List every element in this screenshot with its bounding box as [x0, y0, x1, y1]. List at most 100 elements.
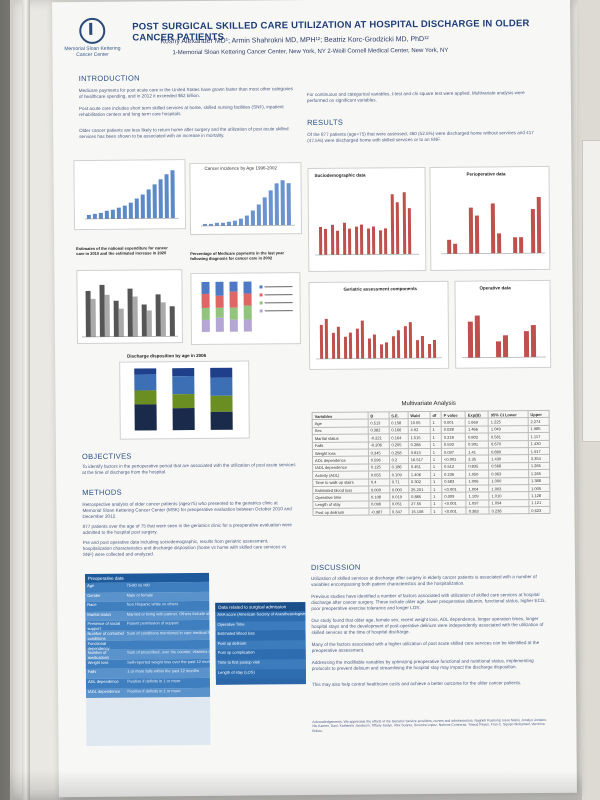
- preop-description: Positive if deficits in 1 or more: [127, 687, 181, 694]
- institution-logo: Memorial Sloan Kettering Cancer Center: [62, 17, 122, 59]
- mva-cell: 1: [430, 485, 442, 493]
- mva-row: Post op delirium -0.987 0.347 15.108 1 <0.001…: [312, 506, 550, 516]
- mva-cell: 1: [430, 463, 442, 471]
- figure-operative: Operative data: [454, 279, 552, 369]
- mva-cell: 1: [430, 470, 442, 478]
- mva-cell: -0.987: [368, 507, 390, 516]
- fig-d-title: Discharge disposition by age in 2006: [127, 352, 207, 359]
- surgical-variable: Post op delirium: [217, 640, 247, 646]
- objectives-paragraph: To identify factors in the perioperative…: [82, 462, 296, 476]
- methods-paragraph-2: 877 patients over the age of 75 that wer…: [82, 522, 293, 536]
- fig-h-title: Operative data: [479, 285, 511, 291]
- mva-header-cell: df: [429, 411, 442, 419]
- section-methods: METHODS: [82, 487, 122, 498]
- surgical-variable: Post op complication: [217, 649, 255, 656]
- results-paragraph: Of the 877 patients (age>75) that were a…: [307, 130, 534, 144]
- surgical-table-row: Length of stay (LOS): [215, 668, 306, 680]
- mva-cell: 0.623: [528, 506, 550, 515]
- section-introduction: INTRODUCTION: [78, 73, 140, 84]
- discussion-paragraph-4: Many of the factors associated with a hi…: [311, 640, 540, 654]
- mva-cell: Post op delirium: [312, 508, 369, 516]
- preop-table-body: Age 75-80 vs >80 Gender Male or female Race N…: [85, 581, 211, 699]
- preop-table-row: IADL dependence Positive if deficits in 1…: [85, 687, 211, 699]
- figure-medicare-payments: [190, 272, 302, 346]
- logo-mark-icon: [79, 17, 106, 45]
- mva-cell: 1: [430, 500, 442, 508]
- preop-variable: Race: [87, 602, 97, 608]
- expenditure-bar-chart: [81, 284, 178, 338]
- intro-paragraph-1: Medicare payments for post acute care in…: [78, 86, 294, 100]
- mva-table: Variables B S.E. Wald df P value Exp(B) 95% CI …: [312, 410, 551, 517]
- surgical-variable: Length of stay (LOS): [217, 669, 255, 675]
- fig-e-title: Sociodemographic data: [314, 172, 366, 178]
- fig-f-title: Perioperative data: [466, 171, 506, 177]
- surgical-admission-table: Data related to surgical admission ASA s…: [215, 602, 306, 685]
- discussion-paragraph-5: Addressing the modifiable variables by o…: [311, 658, 534, 672]
- mva-cell: 1: [430, 426, 442, 434]
- preop-data-table: Preoperative data Age 75-80 vs >80 Gender M…: [85, 572, 211, 746]
- preop-variable: Marital status: [87, 611, 112, 617]
- section-objectives: OBJECTIVES: [81, 451, 132, 462]
- incidence-bar-chart: [200, 180, 295, 227]
- discussion-paragraph-6: This may also help control healthcare co…: [311, 680, 522, 688]
- preop-variable: Number of comorbid conditions: [87, 630, 124, 641]
- figure-perioperative: Perioperative data: [429, 165, 551, 271]
- geriatric-bar-chart: [316, 318, 443, 360]
- mva-cell: 0.347: [389, 507, 409, 516]
- surgical-table-row: ASA score (American Society of Anesthesi…: [215, 611, 306, 622]
- figure-sociodemographic: Sociodemographic data: [307, 167, 427, 273]
- preop-variable: IADL dependence: [87, 688, 120, 694]
- mva-cell: 1: [430, 477, 442, 486]
- figure-discharge-disposition: [119, 360, 250, 440]
- perioperative-bar-chart: [441, 197, 546, 255]
- figure-payments-chart: [73, 159, 186, 231]
- operative-bar-chart: [462, 315, 547, 358]
- mva-cell: 1: [430, 448, 442, 456]
- discharge-stacked-chart: [134, 367, 233, 431]
- acknowledgements: Acknowledgements: We appreciate the effo…: [312, 717, 548, 733]
- preop-variable: Number of medications: [87, 649, 110, 661]
- discussion-paragraph-1: Utilization of skilled services at disch…: [311, 574, 537, 588]
- figure-cancer-incidence: Cancer incidence by Age 1996-2002: [189, 162, 303, 236]
- multivariate-analysis: Multivariate Analysis Variables B S.E. Wald…: [312, 400, 551, 536]
- board-pole-left: [22, 0, 30, 800]
- preop-variable: Falls: [87, 669, 97, 675]
- figure-expenditure-chart: [76, 269, 183, 345]
- surgical-variable: Operative Time: [217, 621, 245, 627]
- fig-a-title: Cancer incidence by Age 1996-2002: [204, 165, 278, 171]
- medicare-stacked-chart: [201, 281, 293, 332]
- mva-cell: 1: [429, 418, 442, 427]
- mva-cell: 1: [430, 440, 442, 449]
- surgical-variable: Time to first postop visit: [217, 659, 260, 665]
- surgical-table-body: ASA score (American Society of Anesthesi…: [215, 611, 306, 680]
- fig-g-title: Geriatric assessment components: [343, 286, 418, 292]
- floor-shadow: [10, 770, 582, 800]
- mva-cell: <0.001: [441, 507, 467, 515]
- preop-variable: Age: [87, 582, 95, 588]
- mva-cell: 0.238: [489, 506, 529, 515]
- surgical-variable: Estimated Blood loss: [217, 630, 255, 637]
- fig-b-title: Estimates of the national expenditure fo…: [76, 245, 168, 257]
- sociodemographic-bar-chart: [315, 192, 420, 256]
- mva-cell: 1: [430, 433, 442, 442]
- mva-cell: 1: [430, 507, 443, 515]
- poster: Memorial Sloan Kettering Cancer Center P…: [52, 0, 577, 798]
- discussion-paragraph-2: Previous studies have identified a numbe…: [311, 592, 546, 612]
- methods-paragraph-1: Retrospective analysis of older cancer p…: [82, 500, 292, 520]
- mva-cell: 15.108: [408, 507, 431, 516]
- mva-cell: 1: [430, 492, 442, 501]
- preop-variable: Gender: [87, 592, 101, 598]
- mva-cell: 0.383: [466, 507, 490, 515]
- mva-title: Multivariate Analysis: [401, 400, 456, 408]
- preop-variable: ADL dependence: [87, 678, 119, 684]
- intro-paragraph-3: Older cancer patients are less likely to…: [79, 126, 289, 140]
- adjacent-poster-edge: [582, 140, 600, 442]
- poster-header: Memorial Sloan Kettering Cancer Center P…: [52, 0, 571, 72]
- surgical-variable: ASA score (American Society of Anesthesi…: [217, 611, 306, 617]
- section-results: RESULTS: [307, 117, 344, 128]
- section-discussion: DISCUSSION: [310, 562, 361, 573]
- preop-variable: Functional dependency: [87, 640, 110, 651]
- preop-variable: Presence of social support: [87, 621, 121, 632]
- discussion-paragraph-3: Our study found that older age, female s…: [311, 616, 544, 636]
- payments-bar-chart: [74, 160, 185, 230]
